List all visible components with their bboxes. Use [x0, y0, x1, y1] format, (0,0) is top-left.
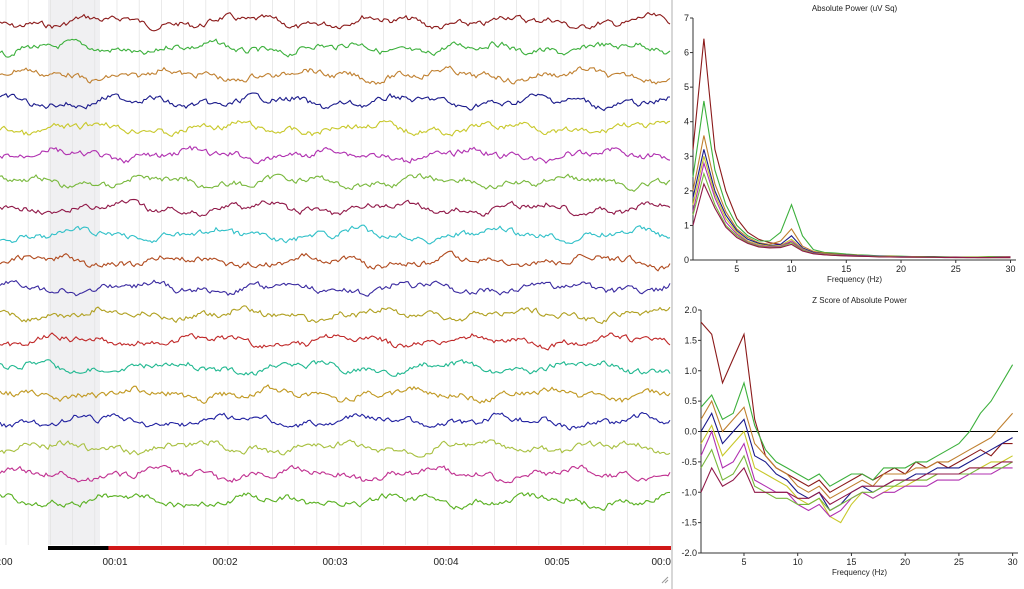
y-tick-label: 5 — [684, 82, 689, 92]
eeg-channel-trace — [0, 464, 671, 484]
eeg-waveform-panel[interactable]: 00:00 00:01 00:02 00:03 00:04 00:05 00:06 — [0, 0, 671, 589]
chart-title: Absolute Power (uV Sq) — [812, 4, 898, 13]
eeg-highlight-band — [48, 0, 100, 545]
eeg-channel-trace — [0, 11, 671, 32]
timeline-tick-label: 00:01 — [102, 557, 127, 568]
eeg-channel-trace — [0, 305, 671, 325]
eeg-channel-trace — [0, 92, 670, 112]
spectrum-series-line — [692, 38, 1011, 259]
timeline-tick-label: 00:00 — [0, 557, 13, 568]
chart-title: Z Score of Absolute Power — [812, 296, 907, 305]
x-tick-label: 15 — [846, 557, 856, 567]
y-tick-label: -1.0 — [681, 487, 697, 497]
resize-grip-icon[interactable] — [661, 576, 669, 584]
timeline-tick-label: 00:02 — [212, 557, 237, 568]
y-tick-label: 1.5 — [684, 335, 697, 345]
spectrum-series-line — [700, 364, 1014, 487]
x-tick-label: 25 — [951, 264, 961, 274]
y-tick-label: 2.0 — [684, 305, 697, 315]
y-tick-label: 1.0 — [684, 366, 697, 376]
x-tick-label: 30 — [1006, 264, 1016, 274]
y-tick-label: -0.5 — [681, 457, 697, 467]
spectrum-charts: Absolute Power (uV Sq) 0 1 2 3 4 5 6 7 5 10 15 20 25 3… — [681, 4, 1018, 577]
y-tick-label: 0.5 — [684, 396, 697, 406]
absolute-power-chart: Absolute Power (uV Sq) 0 1 2 3 4 5 6 7 5 10 15 20 25 3… — [684, 4, 1016, 284]
x-tick-label: 10 — [793, 557, 803, 567]
timeline-tick-label: 00:03 — [322, 557, 347, 568]
x-tick-label: 5 — [734, 264, 739, 274]
timeline-tick-label: 00:06 — [651, 557, 671, 568]
spectrum-series-line — [700, 461, 1013, 506]
x-axis-label: Frequency (Hz) — [832, 568, 887, 577]
eeg-channel-trace — [0, 279, 671, 297]
spectrum-series-line — [692, 161, 1011, 259]
eeg-channel-trace — [0, 332, 671, 351]
y-tick-label: 0 — [684, 255, 689, 265]
y-tick-label: -2.0 — [681, 548, 697, 558]
timeline[interactable]: 00:00 00:01 00:02 00:03 00:04 00:05 00:06 — [0, 545, 671, 589]
eeg-channel-trace — [0, 65, 671, 85]
timeline-remaining-bar[interactable] — [48, 546, 671, 550]
spectrum-series-line — [692, 182, 1011, 259]
eeg-channel-trace — [0, 411, 671, 431]
y-tick-label: 2 — [684, 186, 689, 196]
eeg-channel-trace — [0, 384, 671, 405]
x-tick-label: 20 — [900, 557, 910, 567]
eeg-channel-trace — [0, 145, 671, 165]
spectrum-series-line — [700, 448, 1013, 512]
eeg-channel-trace — [0, 172, 671, 192]
eeg-channel-trace — [0, 224, 671, 245]
eeg-channel-trace — [0, 250, 671, 272]
x-tick-label: 20 — [896, 264, 906, 274]
spectrum-series-line — [692, 135, 1011, 258]
eeg-waveform-canvas[interactable]: 00:00 00:01 00:02 00:03 00:04 00:05 00:06 — [0, 0, 671, 589]
x-tick-label: 30 — [1008, 557, 1018, 567]
y-tick-label: 4 — [684, 117, 689, 127]
x-tick-label: 5 — [741, 557, 746, 567]
eeg-channel-trace — [0, 198, 671, 218]
eeg-channel-trace — [0, 38, 671, 58]
zscore-chart: Z Score of Absolute Power -2.0 -1.5 -1.0 -0.… — [681, 296, 1018, 577]
spectrum-panel: Absolute Power (uV Sq) 0 1 2 3 4 5 6 7 5 10 15 20 25 3… — [673, 0, 1024, 589]
y-tick-label: 0.0 — [684, 427, 697, 437]
eeg-grid — [5, 0, 651, 545]
timeline-tick-label: 00:05 — [544, 557, 569, 568]
spectrum-series-line — [692, 171, 1011, 259]
eeg-channel-trace — [0, 358, 671, 377]
eeg-channel-trace — [0, 439, 671, 458]
timeline-played-bar[interactable] — [48, 546, 109, 550]
spectrum-series-line — [692, 149, 1011, 258]
spectrum-series-line — [700, 399, 1014, 499]
x-tick-label: 25 — [954, 557, 964, 567]
timeline-background — [0, 545, 671, 589]
y-tick-label: 1 — [684, 220, 689, 230]
y-tick-label: -1.5 — [681, 518, 697, 528]
eeg-channel-trace — [0, 120, 671, 138]
y-tick-label: 6 — [684, 48, 689, 58]
x-tick-label: 15 — [841, 264, 851, 274]
panel-divider[interactable] — [671, 0, 673, 589]
x-axis-label: Frequency (Hz) — [827, 275, 882, 284]
x-tick-label: 10 — [787, 264, 797, 274]
y-tick-label: 3 — [684, 151, 689, 161]
spectrum-series-line — [700, 321, 1013, 493]
spectrum-series-line — [692, 156, 1011, 258]
timeline-tick-label: 00:04 — [433, 557, 458, 568]
y-tick-label: 7 — [684, 13, 689, 23]
eeg-channel-trace — [0, 491, 671, 511]
